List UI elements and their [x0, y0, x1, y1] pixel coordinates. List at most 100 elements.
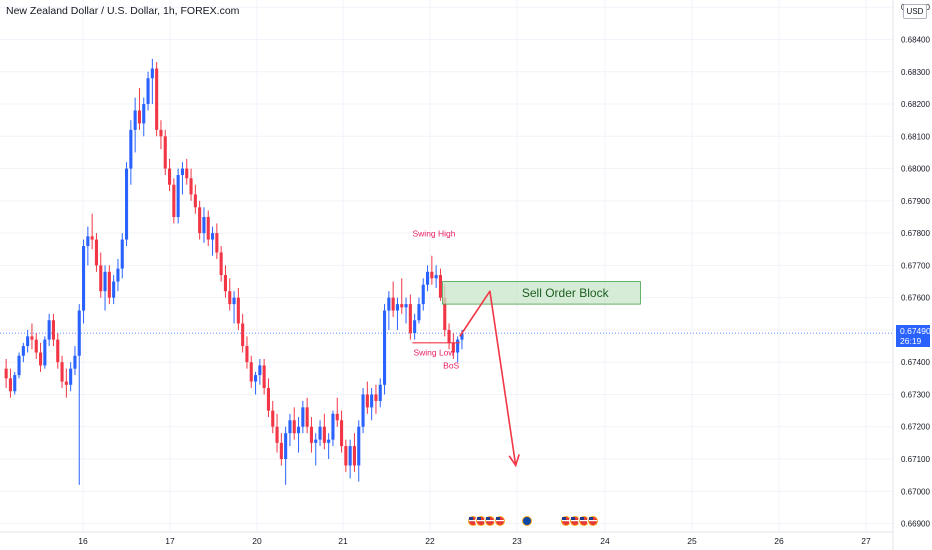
candle-body: [193, 194, 197, 208]
y-tick-label: 0.67700: [901, 261, 930, 270]
y-tick-label: 0.66900: [901, 520, 930, 529]
candle: [395, 297, 399, 330]
candle: [163, 129, 167, 176]
candle-body: [198, 207, 202, 234]
candle: [64, 368, 68, 398]
candle-body: [64, 381, 68, 385]
candle-body: [215, 233, 219, 253]
us-flag-icon-canton: [486, 517, 490, 520]
candle: [8, 368, 12, 398]
us-flag-icon-canton: [580, 517, 584, 520]
candle: [185, 158, 189, 185]
candle: [51, 313, 55, 347]
candle: [198, 200, 202, 240]
candle: [142, 97, 146, 137]
candle: [241, 313, 245, 353]
us-flag-icon: [475, 515, 487, 527]
candle: [232, 291, 236, 324]
candle-body: [258, 365, 262, 376]
candle-body: [133, 110, 137, 130]
candle-body: [340, 420, 344, 447]
candle: [383, 304, 387, 395]
candle: [168, 158, 172, 192]
candle-body: [460, 333, 464, 340]
candle: [129, 120, 133, 185]
candles-layer: [4, 58, 464, 485]
us-flag-icon: [569, 515, 581, 527]
candle-body: [30, 336, 34, 340]
candle-body: [116, 268, 120, 282]
moon-icon-disc: [523, 517, 531, 525]
candle: [314, 433, 318, 466]
annotation-label: BoS: [443, 361, 459, 371]
candle: [211, 226, 215, 256]
chart-title: New Zealand Dollar / U.S. Dollar, 1h, FO…: [6, 5, 240, 17]
candle-body: [146, 78, 150, 105]
candle-body: [47, 320, 51, 340]
candle: [21, 342, 25, 363]
candle: [82, 239, 86, 324]
candle-body: [206, 216, 210, 240]
x-tick-label: 24: [600, 536, 610, 546]
candle-body: [21, 346, 25, 356]
us-flag-icon-canton: [469, 517, 473, 520]
x-tick-label: 26: [774, 536, 784, 546]
candle-body: [421, 284, 425, 305]
us-flag-icon-canton: [496, 517, 500, 520]
candle: [215, 223, 219, 259]
candle: [107, 265, 111, 305]
currency-badge[interactable]: USD: [903, 4, 927, 19]
candle: [387, 291, 391, 330]
candle: [361, 388, 365, 434]
candle: [327, 433, 331, 460]
candle: [120, 233, 124, 279]
x-tick-label: 25: [687, 536, 697, 546]
candle-body: [335, 413, 339, 421]
candle: [292, 407, 296, 440]
candle: [340, 410, 344, 453]
candle: [94, 233, 98, 272]
candle: [189, 168, 193, 201]
y-tick-label: 0.67200: [901, 423, 930, 432]
candle: [206, 210, 210, 247]
chart-grid: [0, 0, 893, 532]
last-price-value: 0.67490: [900, 326, 931, 336]
candle: [352, 433, 356, 472]
candle-body: [249, 362, 253, 382]
candle: [447, 323, 451, 350]
candle-body: [142, 104, 146, 124]
annotation-label: Swing Low: [413, 348, 455, 358]
candle: [146, 71, 150, 111]
y-tick-label: 0.67600: [901, 294, 930, 303]
candle-body: [426, 271, 430, 285]
candle: [348, 439, 352, 479]
us-flag-icon-band: [562, 520, 570, 522]
us-flag-icon-canton: [477, 517, 481, 520]
candle-body: [344, 446, 348, 466]
candle: [408, 294, 412, 340]
candle: [284, 426, 288, 485]
candle-body: [271, 410, 275, 427]
y-tick-label: 0.67100: [901, 455, 930, 464]
us-flag-icon-canton: [562, 517, 566, 520]
candle-body: [112, 281, 116, 298]
candle: [370, 388, 374, 421]
arrow-head: [508, 454, 520, 468]
us-flag-icon-canton: [589, 517, 593, 520]
candle: [172, 178, 176, 224]
x-tick-label: 23: [512, 536, 522, 546]
candle-body: [232, 297, 236, 305]
candle: [305, 397, 309, 434]
us-flag-icon: [560, 515, 572, 527]
candle-body: [331, 413, 335, 440]
candle-body: [90, 236, 94, 240]
candle-body: [254, 375, 258, 382]
candle: [331, 410, 335, 447]
candle: [335, 397, 339, 427]
candle-body: [185, 168, 189, 179]
candle-body: [404, 304, 408, 308]
annotation-layer: Swing High Swing Low BoS Sell Order Block: [412, 228, 641, 468]
candle-body: [137, 110, 141, 124]
